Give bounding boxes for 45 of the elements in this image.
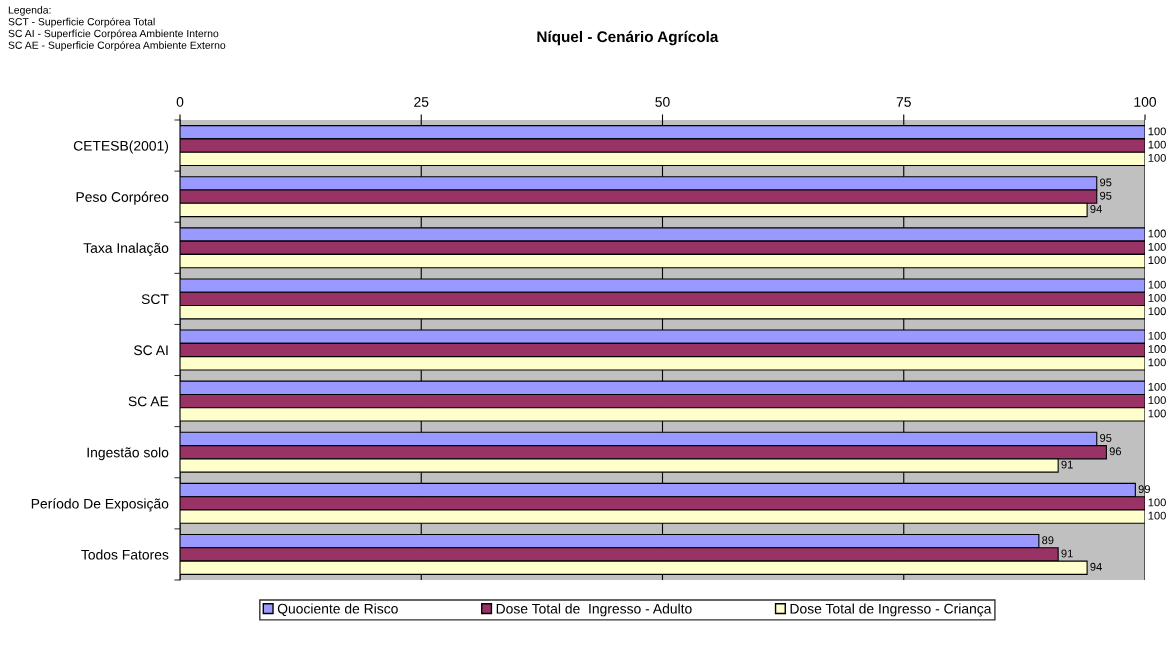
data-label: 95 [1100,191,1112,200]
x-tick-label: 75 [896,97,911,107]
text: Legenda: SCT - Superficie Corpórea Total SC AI - Superfície Corpórea Ambiente Interno SC AE - Superficie Corpórea Ambiente Externo [8,6,226,51]
data-label: 100 [1148,396,1166,405]
data-label: 100 [1148,498,1166,507]
y-tick-label: Todos Fatores [81,549,169,560]
y-tick-label: Ingestão solo [87,447,169,461]
y-tick-label: CETESB(2001) [73,140,169,154]
x-tick-label: 100 [1134,97,1157,107]
data-label: 100 [1148,256,1166,265]
data-label: 91 [1061,460,1073,469]
data-label: 100 [1148,242,1166,251]
data-label: 100 [1148,153,1166,162]
data-label: 100 [1148,331,1166,340]
data-label: 94 [1090,205,1102,213]
data-label: 95 [1100,434,1112,442]
data-label: 100 [1148,140,1166,149]
data-label: 94 [1090,562,1102,571]
data-label: 100 [1148,294,1166,302]
legend-label: Dose Total de Ingresso - Adulto [496,603,692,617]
chart-title: Níquel - Cenário Agrícola [537,30,719,46]
y-tick-label: Taxa Inalação [83,242,169,256]
y-tick-label: SC AI [134,345,168,356]
x-tick-label: 50 [655,97,670,107]
legend-label: Quociente de Risco [277,603,398,617]
x-tick-label: 25 [414,97,429,107]
data-label: 100 [1148,229,1166,238]
x-tick-label: 0 [176,97,184,107]
data-label: 100 [1148,127,1166,136]
data-label: 100 [1148,511,1166,520]
data-label: 100 [1148,409,1166,418]
data-label: 91 [1061,549,1073,558]
data-label: 100 [1148,382,1166,391]
y-tick-label: Peso Corpóreo [76,191,169,205]
data-label: 100 [1148,358,1166,367]
y-tick-label: Período De Exposição [31,498,169,512]
legend-label: Dose Total de Ingresso - Criança [790,603,992,617]
data-label: 100 [1148,307,1166,316]
data-label: 95 [1100,178,1112,187]
data-label: 100 [1148,345,1166,353]
data-label: 100 [1148,280,1166,289]
y-tick-label: SCT [141,294,169,305]
data-label: 96 [1109,447,1122,456]
y-tick-label: SC AE [128,396,169,407]
data-label: 89 [1042,536,1054,545]
